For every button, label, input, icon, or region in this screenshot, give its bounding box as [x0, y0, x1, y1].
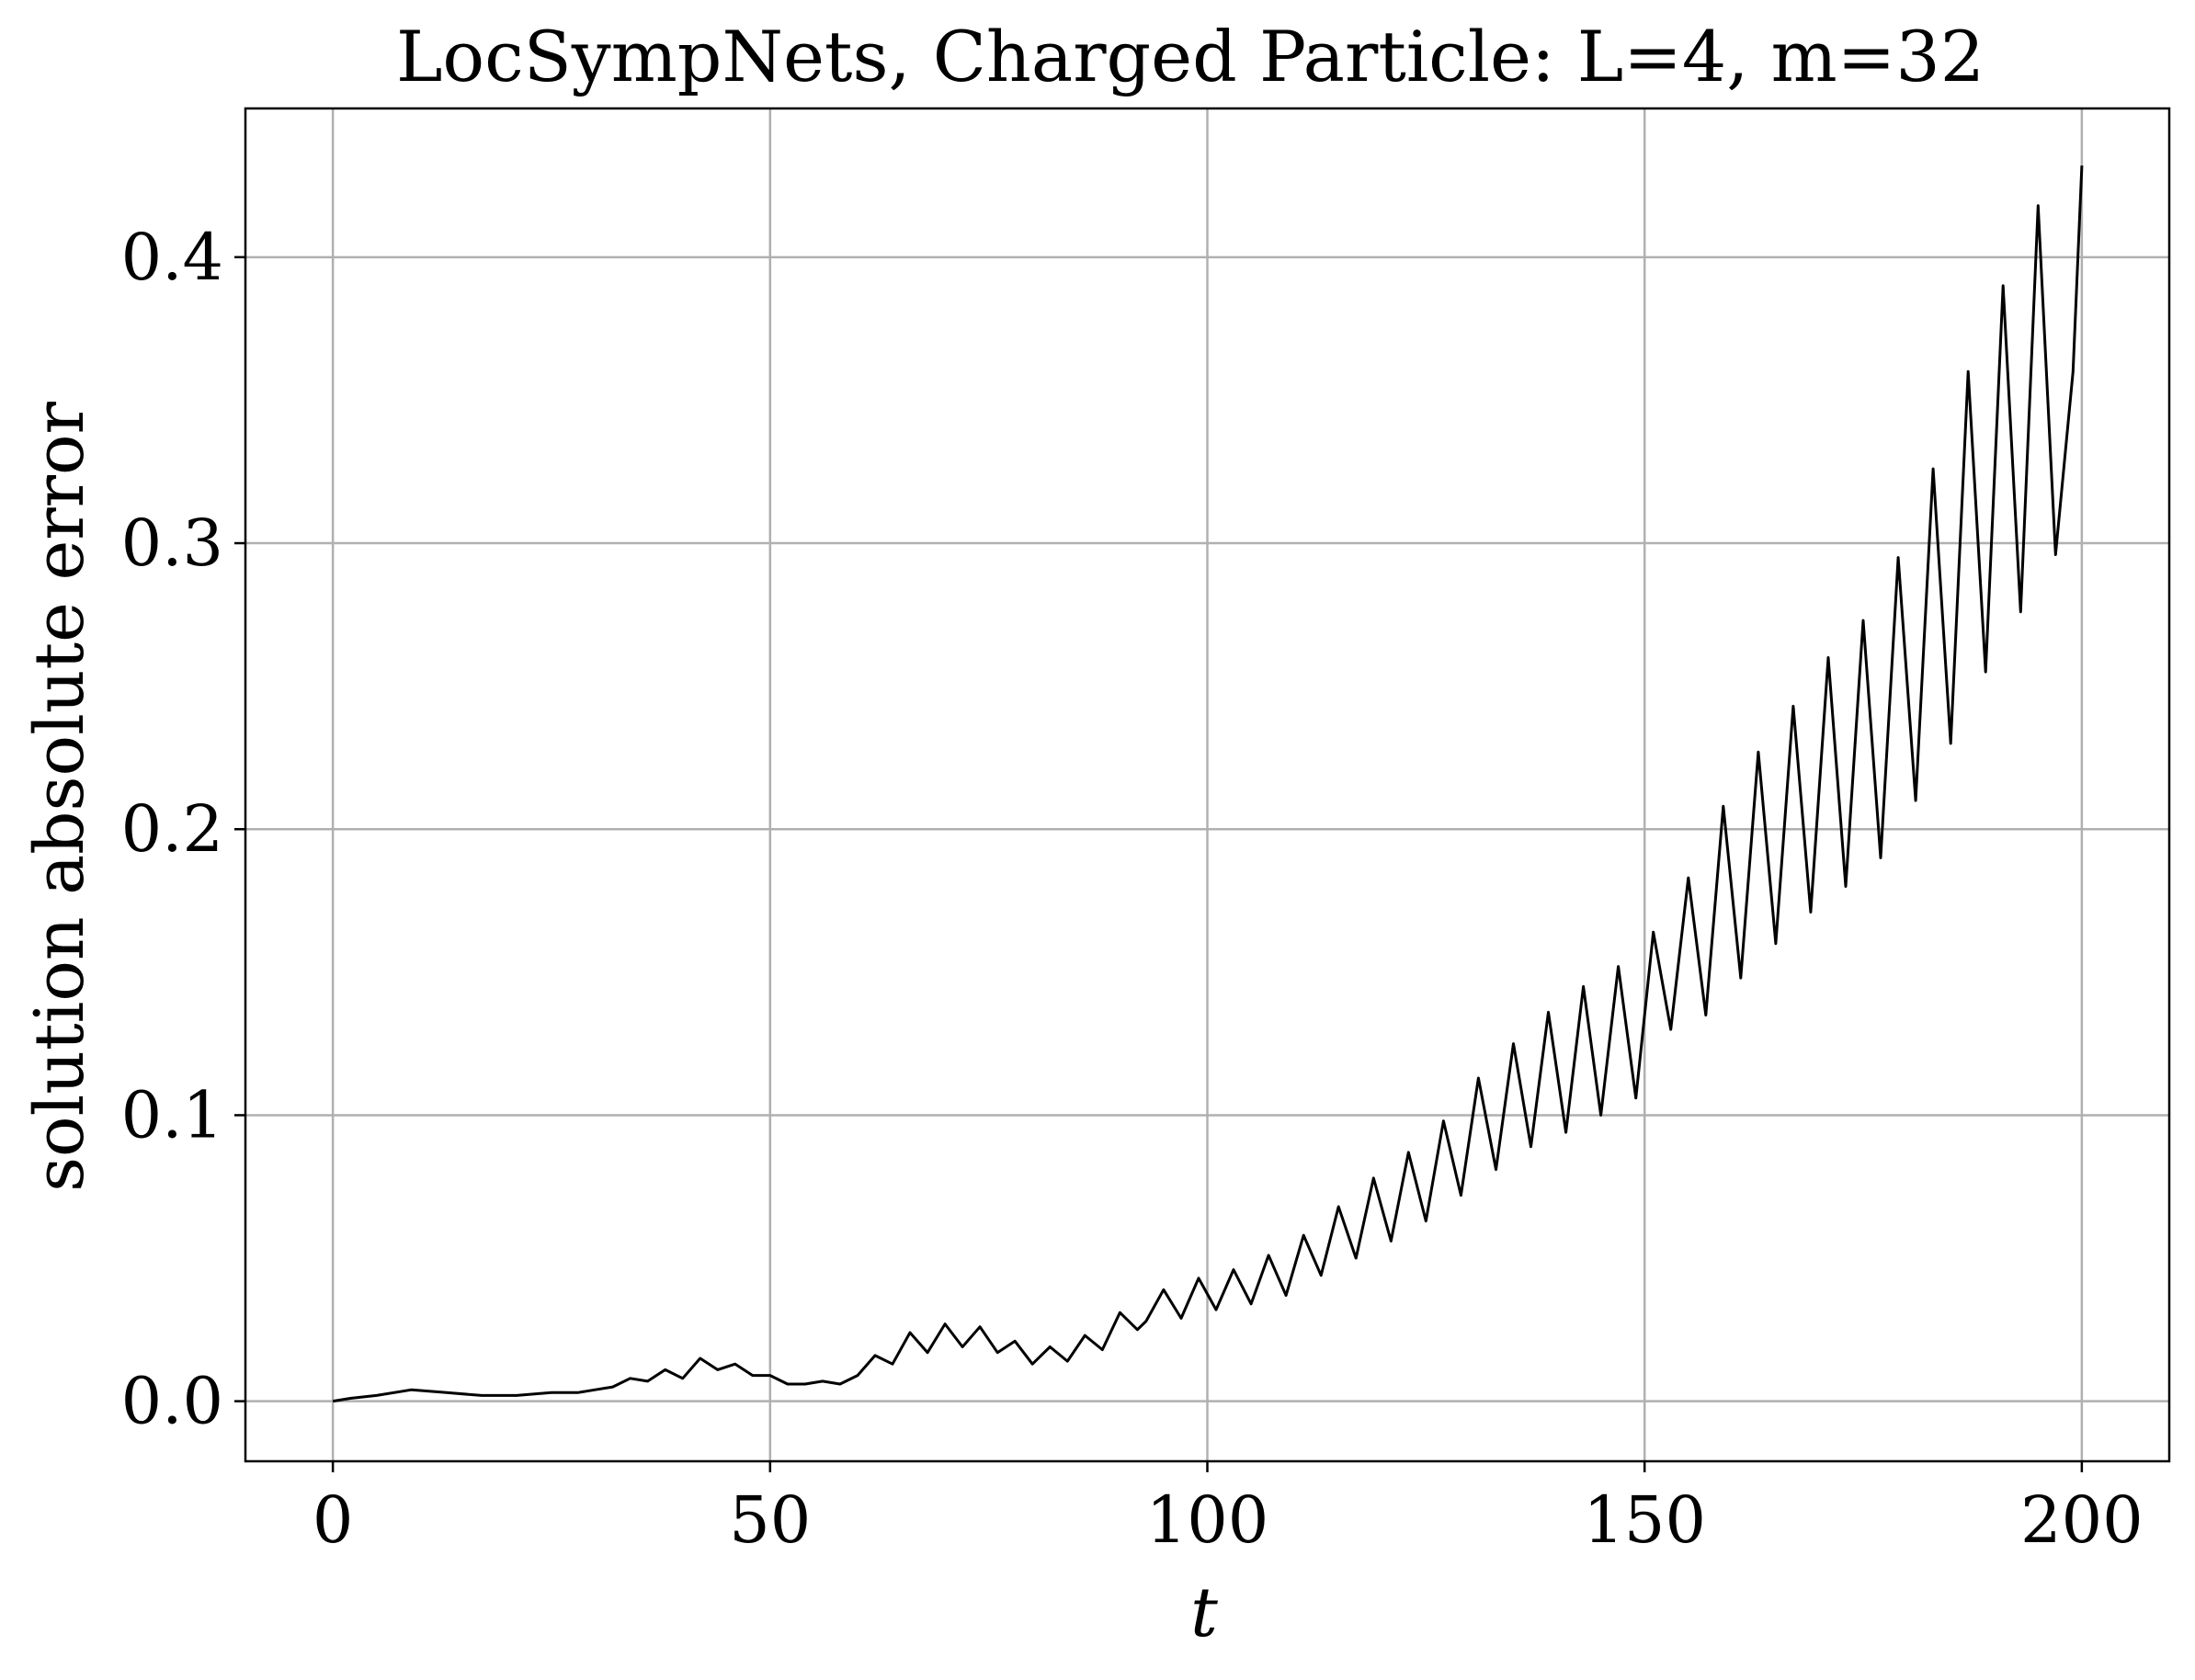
y-tick-label: 0.3	[121, 505, 223, 581]
x-tick-label: 50	[729, 1482, 811, 1558]
y-tick-label: 0.4	[121, 220, 223, 295]
chart-title: LocSympNets, Charged Particle: L=4, m=32	[396, 16, 1985, 97]
y-axis-label: solution absolute error	[20, 401, 99, 1191]
x-axis-label: t	[1190, 1573, 1218, 1652]
ticks-layer: 0 50 100 150 200 0.0 0.1 0.2 0.3 0.4	[121, 220, 2144, 1558]
x-tick-label: 0	[313, 1482, 354, 1558]
x-tick-label: 150	[1583, 1482, 1706, 1558]
y-tick-label: 0.1	[121, 1077, 223, 1152]
x-tick-label: 100	[1146, 1482, 1269, 1558]
grid-layer	[245, 108, 2169, 1461]
y-tick-label: 0.2	[121, 791, 223, 867]
x-tick-label: 200	[2020, 1482, 2144, 1558]
y-tick-label: 0.0	[121, 1364, 223, 1439]
series-line	[332, 165, 2084, 1403]
